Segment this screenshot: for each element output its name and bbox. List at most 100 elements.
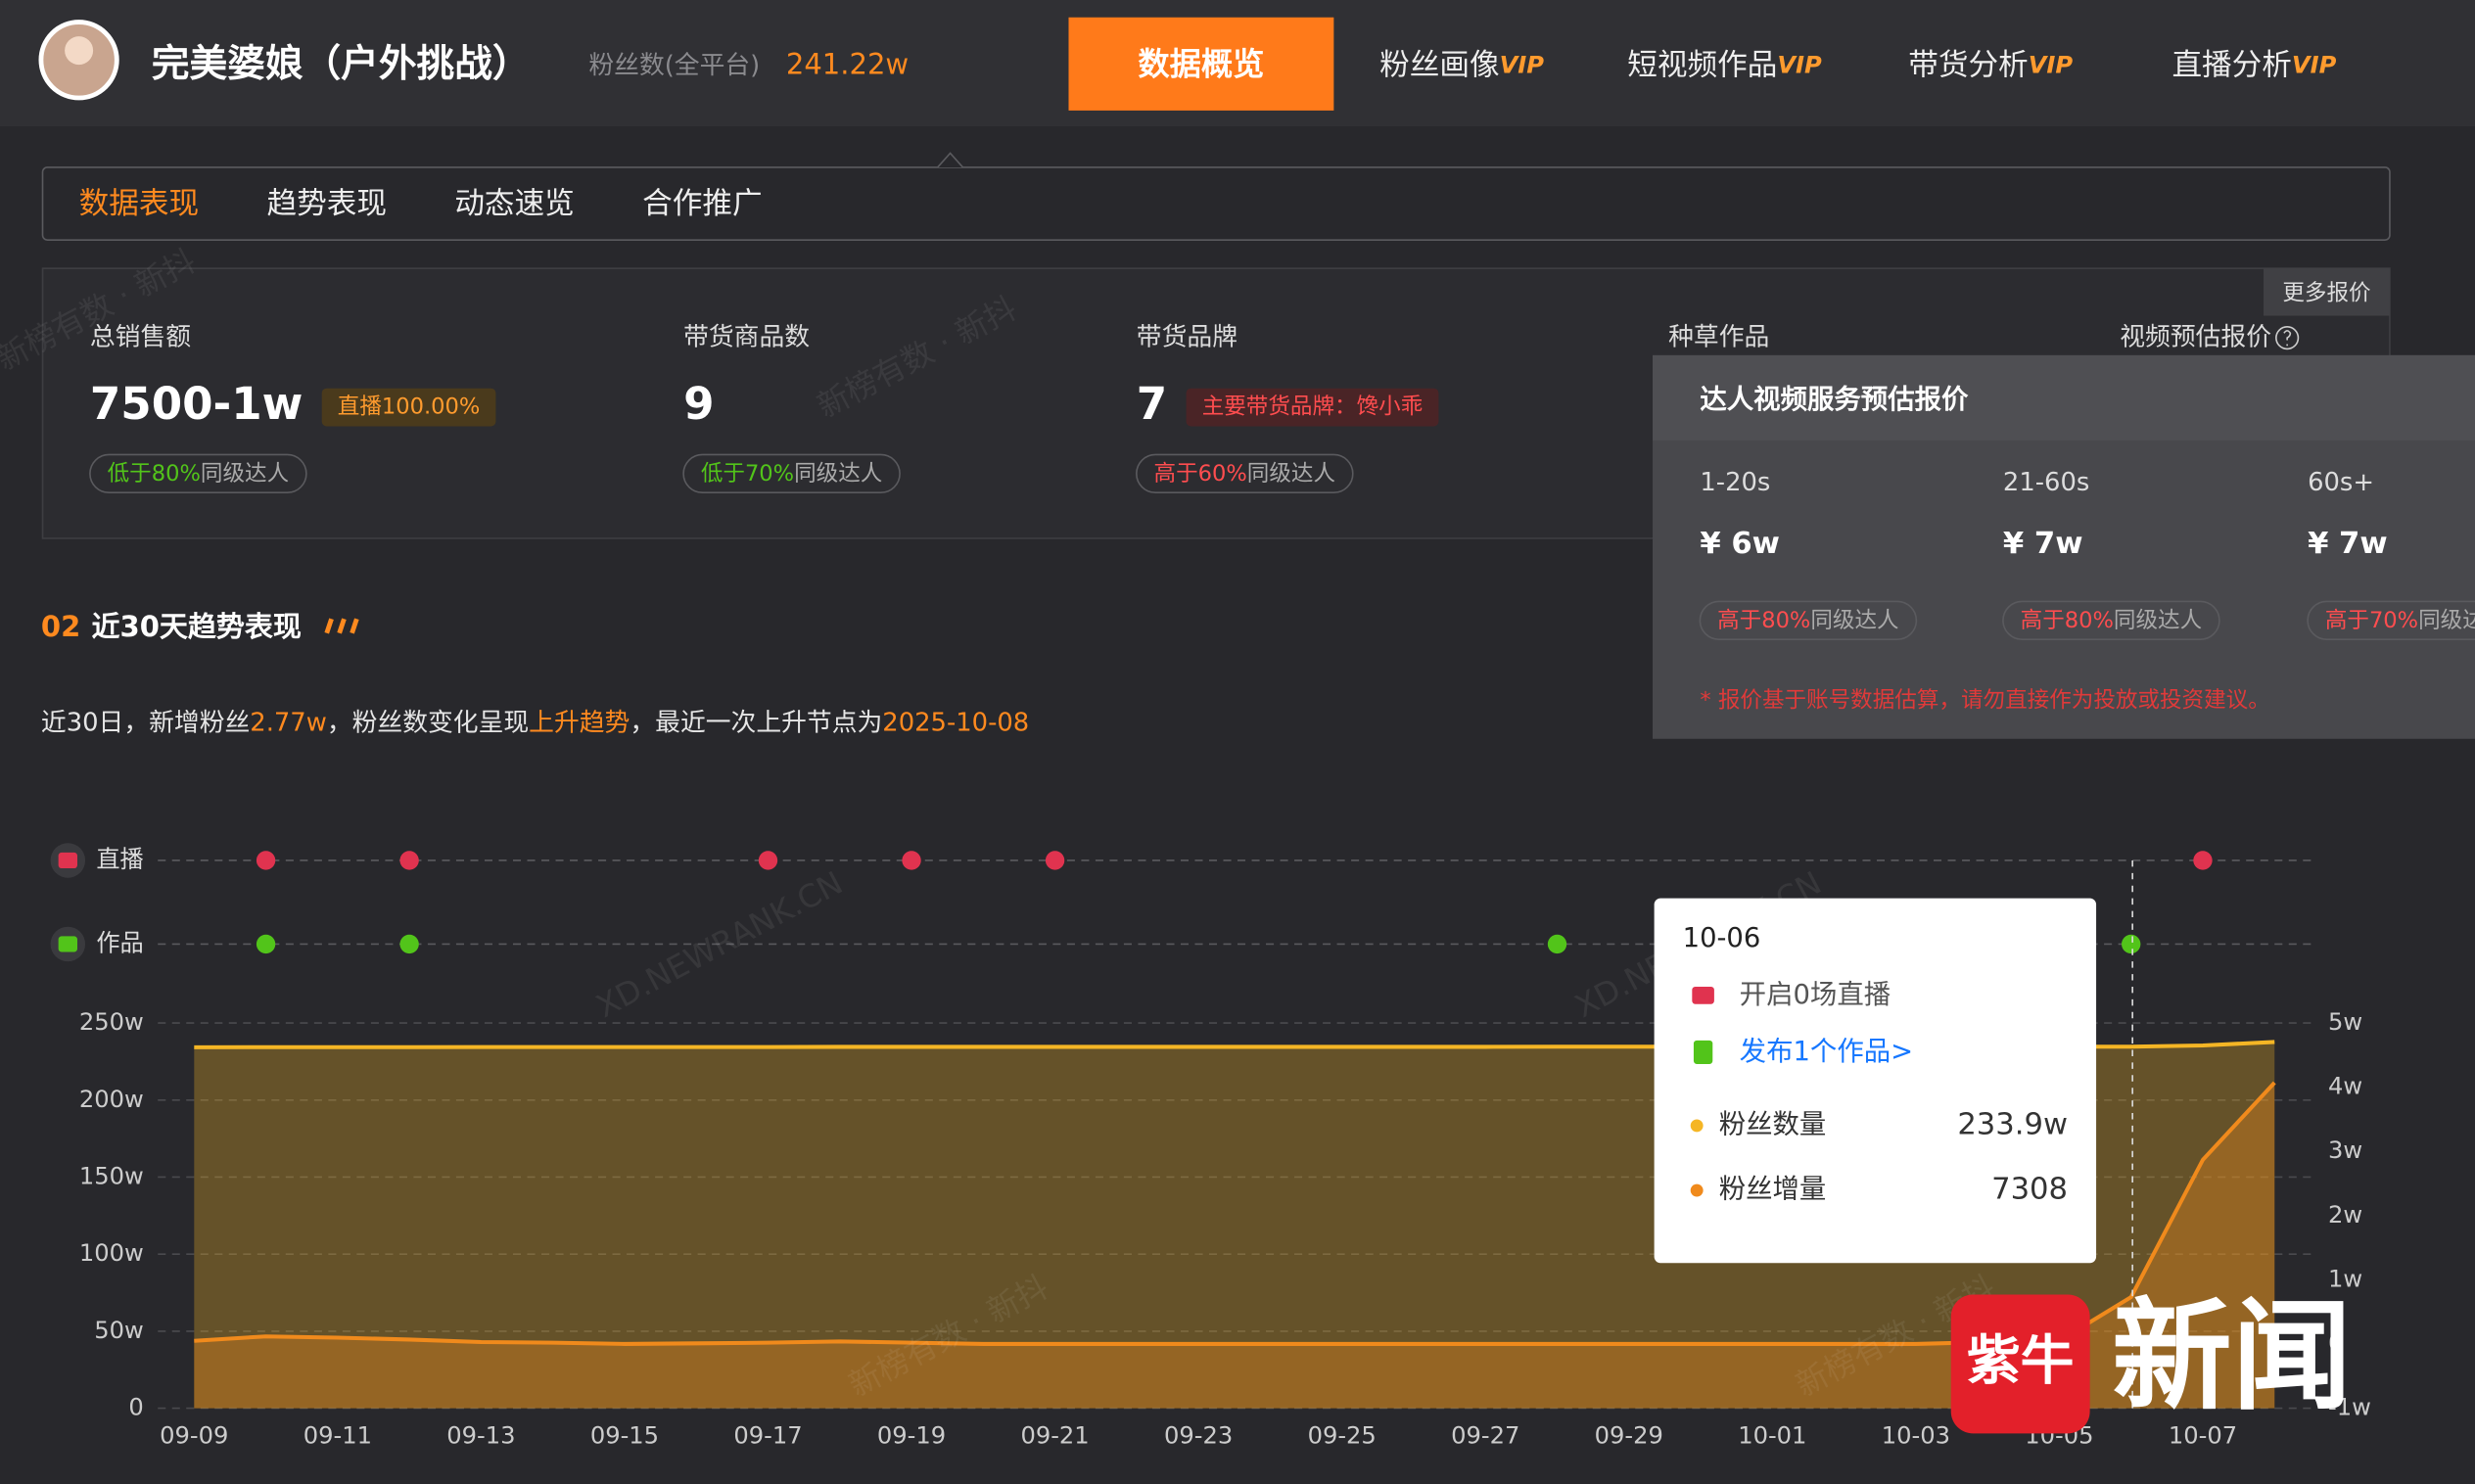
- popup-header: [1653, 354, 2475, 441]
- event-dot[interactable]: [256, 934, 276, 954]
- tooltip-works-icon: [1693, 1040, 1713, 1065]
- y-tick-label: 50w: [94, 1317, 144, 1344]
- tab[interactable]: 带货分析VIP: [1908, 48, 2073, 82]
- popup-title: 达人视频服务预估报价: [1700, 385, 1969, 415]
- event-dot[interactable]: [256, 851, 276, 870]
- x-tick-label: 09-23: [1164, 1422, 1233, 1450]
- y2-tick-label: 1w: [2328, 1265, 2362, 1292]
- compare-level: 高于60%: [1154, 460, 1247, 486]
- subnav-item[interactable]: 数据表现: [79, 187, 199, 221]
- event-label: 直播: [96, 846, 143, 873]
- tooltip-dot: [1690, 1183, 1704, 1197]
- tab[interactable]: 直播分析VIP: [2171, 48, 2336, 82]
- logo-text: 新闻: [2112, 1285, 2352, 1426]
- logo-badge-text: 紫牛: [1967, 1329, 2075, 1392]
- metric-value: 7: [1137, 378, 1167, 430]
- y2-tick-label: -1w: [2328, 1394, 2371, 1421]
- subnav-notch: [937, 152, 964, 168]
- vip-badge: VIP: [2292, 52, 2337, 79]
- summary-text: 近30日，新增粉丝: [41, 708, 250, 737]
- event-dot[interactable]: [1547, 934, 1567, 954]
- y-tick-label: 200w: [79, 1086, 144, 1113]
- compare-level: 高于80%: [2021, 607, 2114, 632]
- compare-text: 同级达人: [794, 460, 882, 486]
- tab[interactable]: 短视频作品VIP: [1627, 48, 1822, 82]
- y2-tick-label: 5w: [2328, 1008, 2362, 1036]
- y-tick-label: 150w: [79, 1162, 144, 1189]
- event-dot[interactable]: [902, 851, 921, 870]
- subnav-item[interactable]: 趋势表现: [266, 187, 386, 221]
- compare-text: 同级达人: [1247, 460, 1335, 486]
- popup-note: * 报价基于账号数据估算，请勿直接作为投放或投资建议。: [1700, 688, 2269, 714]
- compare-pill: [1699, 600, 1918, 640]
- x-tick-label: 09-15: [590, 1422, 659, 1450]
- x-tick-label: 09-13: [446, 1422, 515, 1450]
- tab[interactable]: 数据概览: [1138, 46, 1264, 83]
- tab-label: 直播分析: [2171, 48, 2291, 82]
- event-icon: [58, 852, 77, 869]
- metric-label: 视频预估报价: [2120, 323, 2271, 352]
- fans-label: 粉丝数(全平台): [588, 51, 760, 80]
- series-line: [194, 1081, 2276, 1346]
- y2-tick-label: 3w: [2328, 1136, 2362, 1164]
- event-dot[interactable]: [2122, 934, 2141, 954]
- tag: 直播100.00%: [338, 394, 480, 420]
- tab-label: 短视频作品: [1627, 48, 1777, 82]
- event-dot[interactable]: [399, 934, 419, 954]
- metric-value: 7500-1w: [90, 378, 303, 430]
- help-icon[interactable]: [2275, 326, 2300, 350]
- tag-bg: [1186, 388, 1439, 427]
- compare-pill: [89, 453, 307, 493]
- tag: 主要带货品牌：馋小乖: [1202, 394, 1424, 420]
- fans-value: 241.22w: [786, 48, 909, 81]
- more-price-tab[interactable]: [2263, 268, 2390, 316]
- compare-level: 低于80%: [108, 460, 201, 486]
- y2-tick-label: 2w: [2328, 1201, 2362, 1229]
- tooltip-works[interactable]: 发布1个作品>: [1740, 1037, 1913, 1067]
- event-dot[interactable]: [2193, 851, 2213, 870]
- metric-label: 总销售额: [90, 323, 191, 352]
- avatar-face: [65, 36, 94, 66]
- compare-text: 同级达人: [2114, 607, 2202, 632]
- x-tick-label: 10-01: [1738, 1422, 1806, 1450]
- compare: 低于70%同级达人: [701, 460, 883, 486]
- summary-highlight: 上升趋势: [529, 708, 630, 737]
- compare: 低于80%同级达人: [108, 460, 290, 486]
- compare-pill: [1136, 453, 1354, 493]
- tier-duration: 21-60s: [2003, 468, 2089, 497]
- tooltip-live-icon: [1692, 986, 1714, 1004]
- tooltip-box: [1654, 898, 2097, 1264]
- x-tick-label: 10-03: [1882, 1422, 1950, 1450]
- x-tick-label: 09-27: [1451, 1422, 1519, 1450]
- active-tab[interactable]: [1068, 17, 1334, 111]
- section-title: 近30天趋势表现: [92, 610, 302, 643]
- vip-badge: VIP: [1777, 52, 1822, 79]
- compare-pill: [682, 453, 901, 493]
- metric-value: 9: [683, 378, 714, 430]
- metric-label: 带货品牌: [1137, 323, 1238, 352]
- x-tick-label: 09-29: [1595, 1422, 1663, 1450]
- section-index: 02: [41, 610, 80, 643]
- event-dot[interactable]: [758, 851, 778, 870]
- event-dot[interactable]: [399, 851, 419, 870]
- tooltip-series: 粉丝增量: [1719, 1175, 1827, 1205]
- tier-duration: 60s+: [2308, 468, 2374, 497]
- subnav-item[interactable]: 动态速览: [454, 187, 574, 221]
- more-price[interactable]: 更多报价: [2282, 280, 2370, 305]
- subnav-item[interactable]: 合作推广: [642, 187, 762, 221]
- tier-price: ¥ 7w: [2308, 527, 2388, 561]
- x-tick-label: 09-19: [877, 1422, 946, 1450]
- tab[interactable]: 粉丝画像VIP: [1379, 48, 1544, 82]
- logo-badge: [1950, 1294, 2090, 1434]
- x-tick-label: 09-25: [1308, 1422, 1377, 1450]
- compare: 高于70%同级达人: [2325, 607, 2475, 632]
- compare-level: 低于70%: [701, 460, 794, 486]
- event-dot[interactable]: [1045, 851, 1065, 870]
- x-tick-label: 09-17: [733, 1422, 802, 1450]
- compare: 高于80%同级达人: [2021, 607, 2203, 632]
- summary-highlight: 2025-10-08: [882, 708, 1029, 737]
- compare-text: 同级达人: [1810, 607, 1898, 632]
- compare-text: 同级达人: [201, 460, 289, 486]
